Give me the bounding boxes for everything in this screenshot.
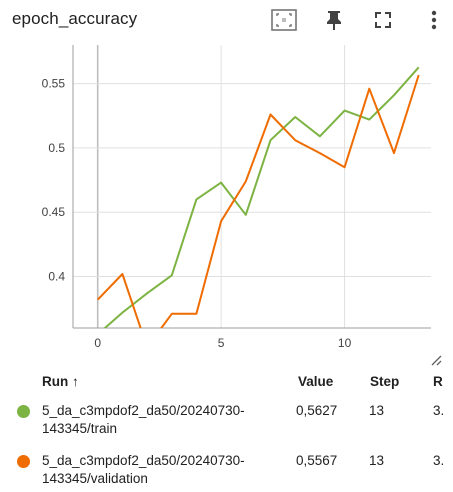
series-color-dot [17, 405, 30, 418]
line-chart[interactable]: 0 5 10 0.4 0.45 0.5 0.55 [0, 40, 453, 370]
run-relative: 3. [433, 452, 444, 470]
fit-to-data-icon[interactable] [271, 7, 297, 33]
col-header-run[interactable]: Run ↑ [42, 374, 79, 389]
tick-labels: 0 5 10 0.4 0.45 0.5 0.55 [42, 77, 352, 350]
chart-title: epoch_accuracy [12, 9, 137, 29]
x-tick-label: 5 [218, 336, 225, 350]
col-header-relative[interactable]: R [433, 374, 443, 389]
col-header-step[interactable]: Step [370, 374, 399, 389]
series-line-train[interactable] [98, 67, 419, 334]
y-tick-label: 0.4 [48, 270, 65, 284]
fullscreen-icon[interactable] [370, 7, 396, 33]
run-name: 5_da_c3mpdof2_da50/20240730-143345/train [42, 402, 292, 438]
series-line-validation[interactable] [98, 75, 419, 347]
more-vert-icon[interactable] [421, 7, 447, 33]
runs-table: Run ↑ Value Step R 5_da_c3mpdof2_da50/20… [0, 370, 453, 491]
run-value: 0,5627 [296, 402, 337, 420]
col-header-value[interactable]: Value [298, 374, 333, 389]
table-row[interactable]: 5_da_c3mpdof2_da50/20240730-143345/valid… [0, 452, 453, 492]
y-tick-label: 0.45 [42, 205, 66, 219]
y-tick-label: 0.5 [48, 141, 65, 155]
resize-handle-icon[interactable] [432, 356, 441, 365]
card-header: epoch_accuracy [0, 0, 453, 40]
pin-icon[interactable] [321, 7, 347, 33]
run-relative: 3. [433, 402, 444, 420]
x-tick-label: 0 [94, 336, 101, 350]
y-tick-label: 0.55 [42, 77, 66, 91]
run-step: 13 [369, 402, 384, 420]
run-name: 5_da_c3mpdof2_da50/20240730-143345/valid… [42, 452, 292, 488]
x-tick-label: 10 [338, 336, 352, 350]
table-row[interactable]: 5_da_c3mpdof2_da50/20240730-143345/train… [0, 402, 453, 442]
series-lines [98, 67, 419, 347]
run-step: 13 [369, 452, 384, 470]
series-color-dot [17, 455, 30, 468]
run-value: 0,5567 [296, 452, 337, 470]
